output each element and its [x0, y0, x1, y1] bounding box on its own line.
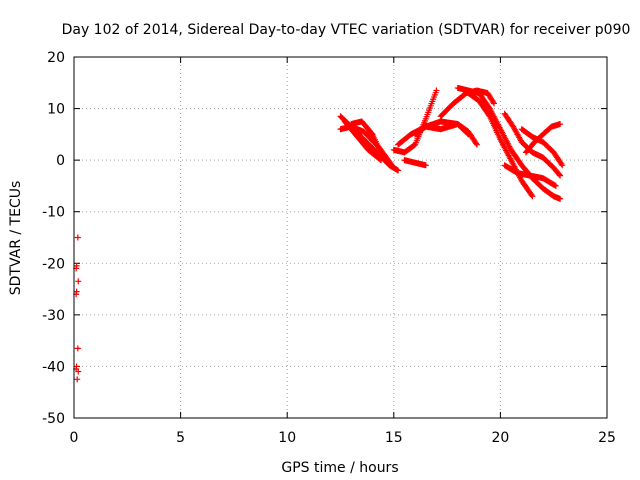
track-point: [380, 154, 387, 161]
data-point: [74, 345, 81, 352]
grid: [74, 57, 607, 418]
track-point: [556, 171, 563, 178]
track-point: [557, 195, 564, 202]
x-tick-label: 15: [385, 430, 403, 446]
y-tick-label: -20: [42, 256, 65, 272]
x-axis-label: GPS time / hours: [281, 460, 398, 476]
y-tick-label: -50: [42, 411, 65, 427]
track-point: [389, 163, 396, 170]
y-axis-label: SDTVAR / TECUs: [8, 181, 24, 296]
y-tick-label: -10: [42, 205, 65, 221]
track-point: [558, 161, 565, 168]
y-tick-label: -30: [42, 308, 65, 324]
data-point: [74, 376, 81, 383]
x-tick-label: 0: [70, 430, 79, 446]
x-tick-label: 10: [278, 430, 296, 446]
track-point: [557, 172, 564, 179]
track-point: [422, 162, 429, 169]
chart-title: Day 102 of 2014, Sidereal Day-to-day VTE…: [62, 22, 631, 38]
track-point: [395, 167, 402, 174]
track-point: [473, 140, 480, 147]
y-tick-label: 0: [56, 153, 65, 169]
track-point: [529, 193, 536, 200]
y-tick-label: 20: [47, 50, 65, 66]
plot-frame: [73, 56, 608, 419]
tick-labels: 0 5 10 15 20 25 -50 -40 -30 -20 -10 0 10 20: [42, 50, 616, 446]
track-point: [490, 99, 497, 106]
track-point: [433, 87, 440, 94]
x-tick-label: 25: [598, 430, 616, 446]
track-point: [528, 192, 535, 199]
y-tick-label: -40: [42, 359, 65, 375]
data-point: [75, 368, 82, 375]
track-point: [552, 182, 559, 189]
track-point: [491, 100, 498, 107]
data-point: [74, 234, 81, 241]
x-tick-label: 20: [491, 430, 509, 446]
data-points: [73, 84, 566, 383]
track-point: [390, 164, 397, 171]
track-point: [473, 141, 480, 148]
data-point: [75, 278, 82, 285]
track-point: [559, 162, 566, 169]
x-tick-label: 5: [176, 430, 185, 446]
y-tick-label: 10: [47, 102, 65, 118]
axis-ticks: [73, 56, 608, 419]
track-point: [557, 121, 564, 128]
